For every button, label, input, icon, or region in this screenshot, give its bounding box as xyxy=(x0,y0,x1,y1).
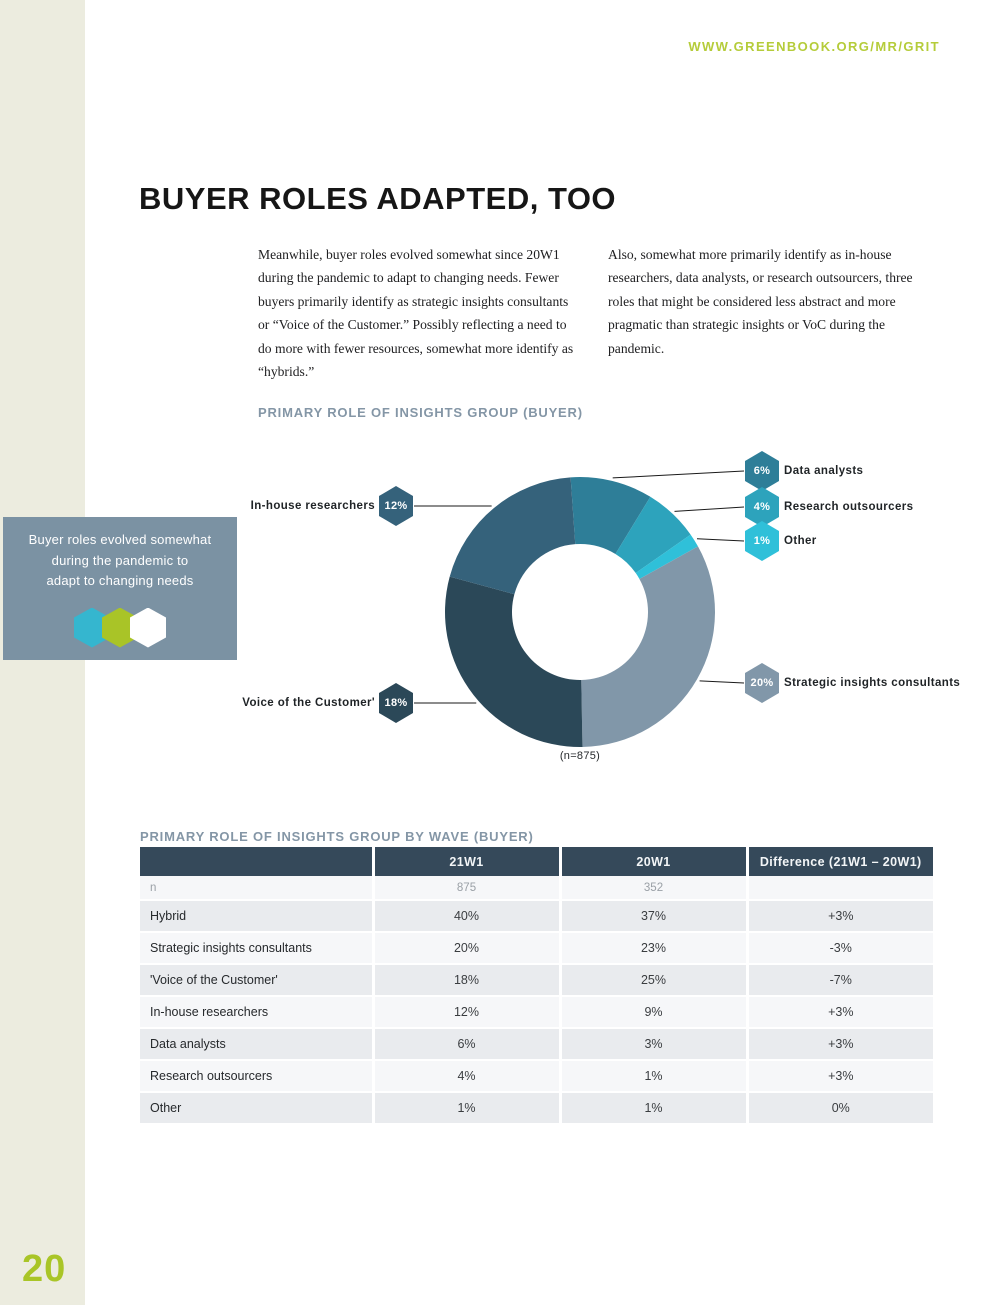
table-header-cell: 21W1 xyxy=(371,847,560,876)
table-row: Hybrid 40% 37% +3% xyxy=(140,900,933,932)
table-heading: PRIMARY ROLE OF INSIGHTS GROUP BY WAVE (… xyxy=(140,829,534,844)
table-row: In-house researchers 12% 9% +3% xyxy=(140,996,933,1028)
row-label-cell: In-house researchers xyxy=(140,996,373,1028)
value-cell: +3% xyxy=(745,996,933,1028)
slice-label: Data analysts xyxy=(784,465,864,477)
value-cell: 1% xyxy=(371,1092,560,1124)
value-cell: +3% xyxy=(745,900,933,932)
value-cell: 352 xyxy=(558,876,747,900)
table-row: Strategic insights consultants 20% 23% -3% xyxy=(140,932,933,964)
slice-percent-hexagon: 6% xyxy=(745,451,779,491)
slice-label: Strategic insights consultants xyxy=(784,677,961,689)
value-cell: 20% xyxy=(371,932,560,964)
donut-slice xyxy=(570,477,651,554)
intro-paragraph-right: Also, somewhat more primarily identify a… xyxy=(608,247,913,356)
value-cell: 12% xyxy=(371,996,560,1028)
intro-paragraph-left: Meanwhile, buyer roles evolved somewhat … xyxy=(258,247,574,380)
table-row: Other 1% 1% 0% xyxy=(140,1092,933,1124)
donut-slice xyxy=(635,534,698,579)
leader-line xyxy=(612,470,745,479)
slice-percent-hexagon: 4% xyxy=(745,487,779,527)
slice-percent-hexagon: 1% xyxy=(745,521,779,561)
header-url-link[interactable]: WWW.GREENBOOK.ORG/MR/GRIT xyxy=(688,39,940,54)
value-cell: +3% xyxy=(745,1028,933,1060)
value-cell: 18% xyxy=(371,964,560,996)
value-cell: +3% xyxy=(745,1060,933,1092)
leader-line xyxy=(699,680,745,684)
donut-slice xyxy=(581,546,715,747)
value-cell: -7% xyxy=(745,964,933,996)
donut-slice xyxy=(449,477,576,595)
table-header-cell: 20W1 xyxy=(558,847,747,876)
value-cell: 25% xyxy=(558,964,747,996)
row-label-cell: n xyxy=(140,876,373,900)
donut-slice xyxy=(445,576,583,747)
table-row: 'Voice of the Customer' 18% 25% -7% xyxy=(140,964,933,996)
slice-label: Other xyxy=(784,535,817,547)
value-cell: 23% xyxy=(558,932,747,964)
row-label-cell: Hybrid xyxy=(140,900,373,932)
table-header-cell xyxy=(140,847,373,876)
donut-chart: 6% Data analysts 4% Research outsourcers 1% O… xyxy=(240,440,960,775)
hexagon-icon xyxy=(130,607,166,648)
callout-text: Buyer roles evolved somewhat during the p… xyxy=(3,517,237,592)
callout-line: adapt to changing needs xyxy=(46,573,194,588)
page-title: BUYER ROLES ADAPTED, TOO xyxy=(139,181,617,216)
row-label-cell: Data analysts xyxy=(140,1028,373,1060)
wave-comparison-table: 21W1 20W1 Difference (21W1 – 20W1) n 875 352… xyxy=(140,847,933,1125)
slice-label: Research outsourcers xyxy=(784,501,914,513)
row-label-cell: Strategic insights consultants xyxy=(140,932,373,964)
pull-quote-callout: Buyer roles evolved somewhat during the p… xyxy=(3,517,237,660)
hexagon-logo-row xyxy=(3,607,237,648)
table-row: Data analysts 6% 3% +3% xyxy=(140,1028,933,1060)
value-cell: 4% xyxy=(371,1060,560,1092)
table-header-cell: Difference (21W1 – 20W1) xyxy=(745,847,933,876)
slice-label: Voice of the Customer' xyxy=(242,697,375,709)
table-header-row: 21W1 20W1 Difference (21W1 – 20W1) xyxy=(140,847,933,876)
value-cell: 1% xyxy=(558,1060,747,1092)
value-cell: 1% xyxy=(558,1092,747,1124)
value-cell: 6% xyxy=(371,1028,560,1060)
value-cell: -3% xyxy=(745,932,933,964)
page-number: 20 xyxy=(22,1248,67,1290)
row-label-cell: Other xyxy=(140,1092,373,1124)
sample-size-note: (n=875) xyxy=(559,750,601,762)
chart-heading: PRIMARY ROLE OF INSIGHTS GROUP (BUYER) xyxy=(258,405,583,420)
table-row: n 875 352 xyxy=(140,876,933,900)
donut-chart-svg xyxy=(414,470,745,747)
value-cell xyxy=(745,876,933,900)
callout-line: Buyer roles evolved somewhat xyxy=(28,532,212,547)
value-cell: 40% xyxy=(371,900,560,932)
leader-line xyxy=(674,506,745,512)
slice-percent-hexagon: 20% xyxy=(745,663,779,703)
donut-slice xyxy=(615,496,691,574)
value-cell: 9% xyxy=(558,996,747,1028)
slice-label: In-house researchers xyxy=(250,500,375,512)
value-cell: 0% xyxy=(745,1092,933,1124)
row-label-cell: 'Voice of the Customer' xyxy=(140,964,373,996)
row-label-cell: Research outsourcers xyxy=(140,1060,373,1092)
value-cell: 3% xyxy=(558,1028,747,1060)
table-row: Research outsourcers 4% 1% +3% xyxy=(140,1060,933,1092)
slice-percent-hexagon: 18% xyxy=(379,683,413,723)
value-cell: 37% xyxy=(558,900,747,932)
callout-line: during the pandemic to xyxy=(51,552,189,568)
value-cell: 875 xyxy=(371,876,560,900)
leader-line xyxy=(696,538,745,542)
